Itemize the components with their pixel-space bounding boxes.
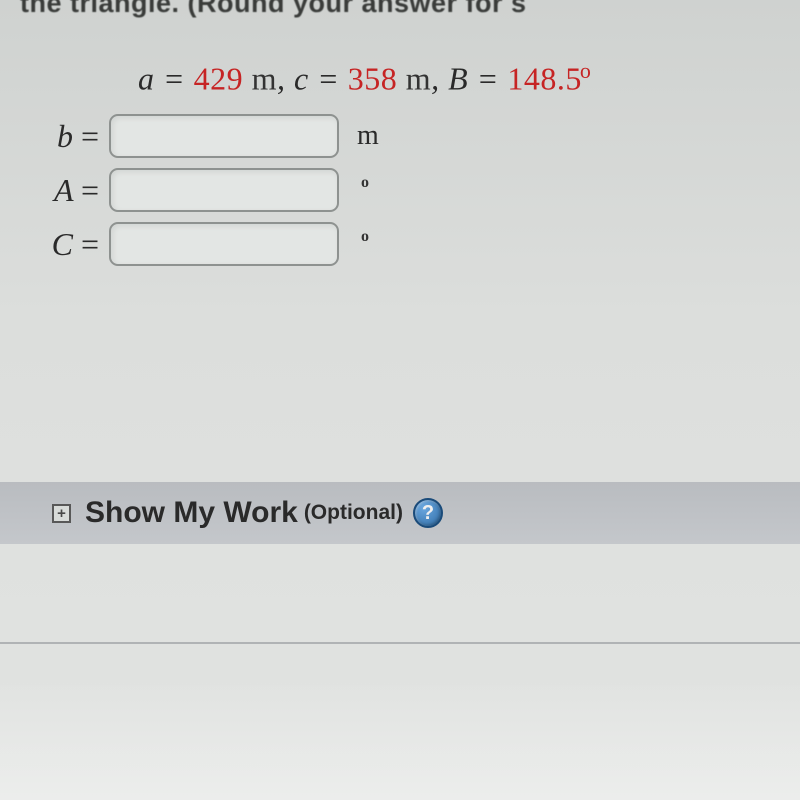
input-b[interactable]	[109, 114, 339, 158]
show-my-work-bar[interactable]: + Show My Work (Optional) ?	[0, 482, 800, 544]
label-A: A =	[24, 172, 109, 209]
label-C: C =	[24, 226, 109, 263]
var-a: a	[138, 61, 155, 97]
input-A[interactable]	[109, 168, 339, 212]
given-values-line: a = 429 m, c = 358 m, B = 148.5o	[138, 58, 591, 98]
var-B: B	[448, 61, 468, 97]
show-work-optional: (Optional)	[304, 501, 403, 525]
unit-C-degree: o	[361, 228, 369, 246]
unit-b: m	[357, 120, 379, 152]
value-a: 429	[194, 61, 244, 97]
cutoff-instruction: the triangle. (Round your answer for s	[20, 0, 527, 19]
screen-glare	[0, 680, 800, 800]
unit-c: m	[406, 61, 431, 97]
show-work-title: Show My Work	[85, 496, 298, 530]
expand-icon[interactable]: +	[52, 504, 71, 523]
value-B: 148.5	[507, 61, 582, 97]
unit-a: m	[252, 61, 277, 97]
row-b: b = m	[24, 114, 379, 158]
row-A: A = o	[24, 168, 379, 212]
input-C[interactable]	[109, 222, 339, 266]
row-C: C = o	[24, 222, 379, 266]
label-b: b =	[24, 118, 109, 155]
help-icon[interactable]: ?	[413, 498, 443, 528]
answer-rows: b = m A = o C = o	[24, 114, 379, 276]
var-c: c	[294, 61, 309, 97]
degree-B: o	[580, 58, 592, 83]
unit-A-degree: o	[361, 174, 369, 192]
section-divider	[0, 642, 800, 644]
value-c: 358	[348, 61, 398, 97]
